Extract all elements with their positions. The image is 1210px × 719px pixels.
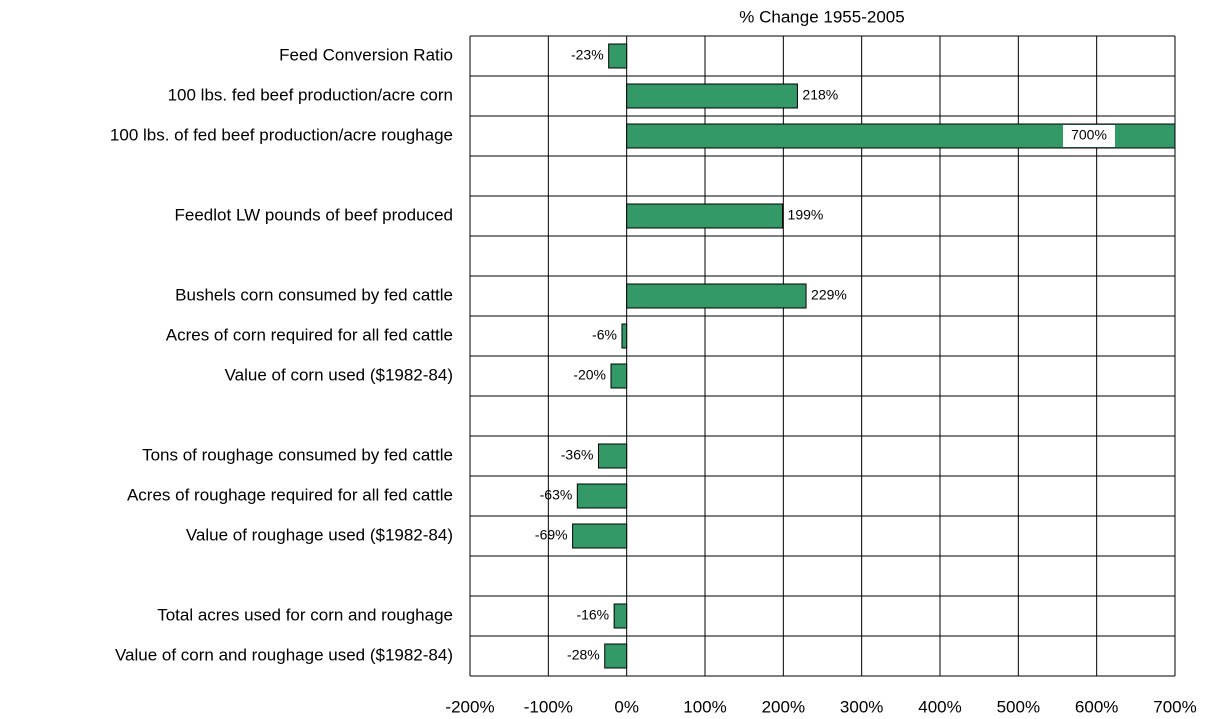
bar [608, 43, 628, 69]
bar [604, 643, 628, 669]
x-tick-label: 700% [1153, 697, 1196, 716]
x-tick-label: 600% [1075, 697, 1118, 716]
category-label: Value of corn and roughage used ($1982-8… [115, 645, 453, 664]
x-tick-label: -100% [524, 697, 573, 716]
value-label: -69% [535, 527, 568, 543]
bar [597, 443, 628, 469]
x-tick-label: 0% [614, 697, 639, 716]
bar [621, 323, 628, 349]
value-label: 700% [1071, 127, 1107, 143]
chart-title: % Change 1955-2005 [739, 7, 904, 26]
category-label: Value of roughage used ($1982-84) [186, 525, 453, 544]
value-label: 199% [788, 207, 824, 223]
category-label: Tons of roughage consumed by fed cattle [142, 445, 453, 464]
category-label: Total acres used for corn and roughage [157, 605, 453, 624]
bar [626, 83, 798, 109]
x-tick-label: 300% [840, 697, 883, 716]
category-label: Bushels corn consumed by fed cattle [175, 285, 453, 304]
x-tick-label: -200% [445, 697, 494, 716]
value-label: -36% [561, 447, 594, 463]
category-label: Acres of roughage required for all fed c… [127, 485, 453, 504]
bar [576, 483, 628, 509]
category-label: Value of corn used ($1982-84) [225, 365, 453, 384]
x-tick-label: 100% [683, 697, 726, 716]
value-label: 218% [802, 87, 838, 103]
value-label: -6% [592, 327, 617, 343]
label-bg [1063, 125, 1115, 147]
value-label: 229% [811, 287, 847, 303]
category-label: Feedlot LW pounds of beef produced [175, 205, 453, 224]
bar [572, 523, 628, 549]
bar [626, 283, 807, 309]
bar [626, 203, 784, 229]
category-label: Feed Conversion Ratio [279, 45, 453, 64]
x-tick-label: 500% [997, 697, 1040, 716]
bar [613, 603, 628, 629]
value-label: -16% [576, 607, 609, 623]
bar [610, 363, 628, 389]
category-label: Acres of corn required for all fed cattl… [166, 325, 453, 344]
x-tick-label: 400% [918, 697, 961, 716]
category-label: 100 lbs. fed beef production/acre corn [168, 85, 453, 104]
category-label: 100 lbs. of fed beef production/acre rou… [110, 125, 453, 144]
x-tick-label: 200% [762, 697, 805, 716]
value-label: -63% [540, 487, 573, 503]
value-label: -20% [573, 367, 606, 383]
value-label: -28% [567, 647, 600, 663]
value-label: -23% [571, 47, 604, 63]
